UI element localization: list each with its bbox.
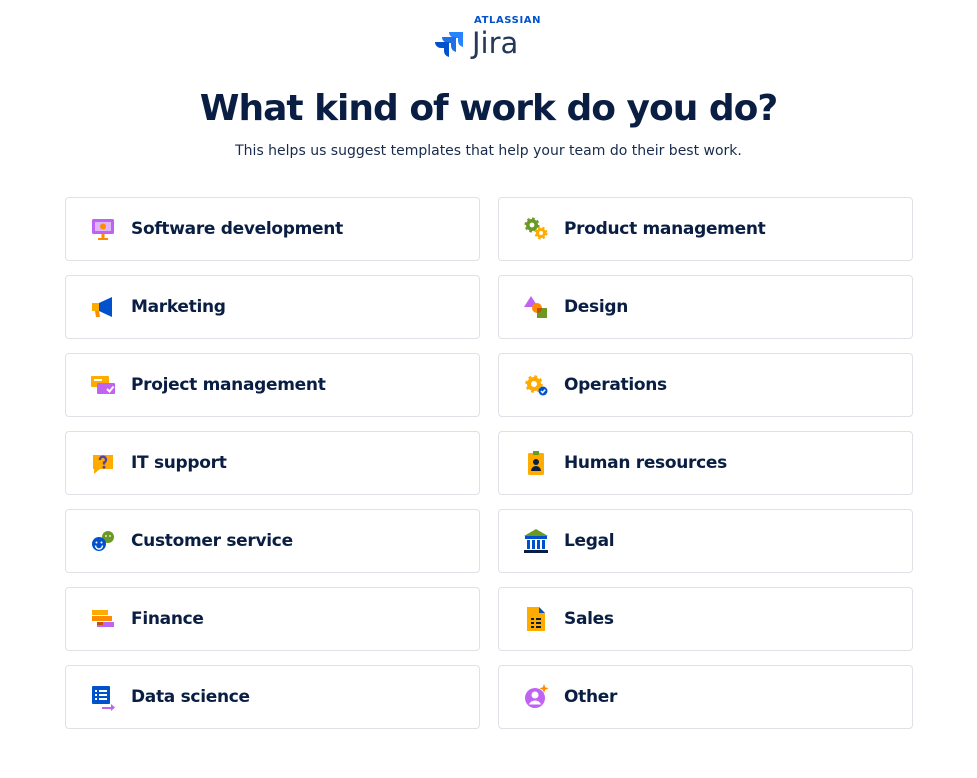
smiley-bubbles-icon xyxy=(89,527,117,555)
jira-logo-icon xyxy=(435,32,463,57)
option-label: Marketing xyxy=(131,297,226,317)
option-software-development[interactable]: Software development xyxy=(65,197,480,261)
work-type-options: Software development Product management … xyxy=(65,197,913,729)
option-finance[interactable]: Finance xyxy=(65,587,480,651)
option-human-resources[interactable]: Human resources xyxy=(498,431,913,495)
option-it-support[interactable]: IT support xyxy=(65,431,480,495)
option-label: Product management xyxy=(564,219,766,239)
atlassian-brand-text: ATLASSIAN xyxy=(474,15,542,26)
option-label: Software development xyxy=(131,219,343,239)
option-label: Project management xyxy=(131,375,326,395)
option-label: Finance xyxy=(131,609,204,629)
option-label: Human resources xyxy=(564,453,727,473)
option-label: Other xyxy=(564,687,618,707)
cards-icon xyxy=(89,371,117,399)
person-sparkle-icon xyxy=(522,683,550,711)
option-label: Data science xyxy=(131,687,250,707)
jira-product-name: Jira xyxy=(472,26,519,60)
option-label: Operations xyxy=(564,375,667,395)
option-operations[interactable]: Operations xyxy=(498,353,913,417)
page-title: What kind of work do you do? xyxy=(199,88,779,129)
jira-logo: ATLASSIAN Jira xyxy=(432,14,552,60)
option-label: Sales xyxy=(564,609,614,629)
option-sales[interactable]: Sales xyxy=(498,587,913,651)
option-project-management[interactable]: Project management xyxy=(65,353,480,417)
question-bubble-icon xyxy=(89,449,117,477)
list-card-icon xyxy=(89,683,117,711)
megaphone-icon xyxy=(89,293,117,321)
option-product-management[interactable]: Product management xyxy=(498,197,913,261)
option-legal[interactable]: Legal xyxy=(498,509,913,573)
id-badge-icon xyxy=(522,449,550,477)
monitor-icon xyxy=(89,215,117,243)
option-other[interactable]: Other xyxy=(498,665,913,729)
option-label: IT support xyxy=(131,453,227,473)
option-data-science[interactable]: Data science xyxy=(65,665,480,729)
page-subtitle: This helps us suggest templates that hel… xyxy=(235,143,742,159)
gear-check-icon xyxy=(522,371,550,399)
option-customer-service[interactable]: Customer service xyxy=(65,509,480,573)
option-label: Customer service xyxy=(131,531,293,551)
shapes-icon xyxy=(522,293,550,321)
document-chart-icon xyxy=(522,605,550,633)
option-label: Legal xyxy=(564,531,615,551)
gears-icon xyxy=(522,215,550,243)
stacked-bars-icon xyxy=(89,605,117,633)
option-label: Design xyxy=(564,297,629,317)
option-marketing[interactable]: Marketing xyxy=(65,275,480,339)
courthouse-icon xyxy=(522,527,550,555)
option-design[interactable]: Design xyxy=(498,275,913,339)
